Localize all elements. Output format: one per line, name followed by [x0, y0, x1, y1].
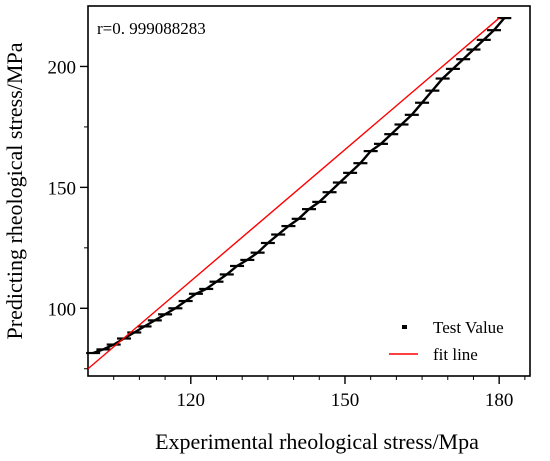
- y-tick-label-150: 150: [48, 178, 77, 199]
- plot-frame: [87, 5, 531, 377]
- legend: Test Value fit line: [389, 318, 504, 364]
- correlation-annotation: r=0. 999088283: [97, 19, 206, 38]
- fit-line: [87, 17, 500, 370]
- y-tick-label-100: 100: [48, 299, 77, 320]
- y-axis-label: Predicting rheological stress/MPa: [2, 42, 27, 339]
- y-axis-ticks: 100 150 200: [48, 57, 88, 370]
- legend-label-test-value: Test Value: [433, 318, 504, 337]
- x-tick-label-150: 150: [331, 390, 360, 411]
- test-value-points: [86, 16, 512, 355]
- test-value-trace: [92, 17, 506, 355]
- x-tick-label-120: 120: [177, 390, 206, 411]
- legend-label-fit-line: fit line: [433, 345, 478, 364]
- x-axis-label: Experimental rheological stress/Mpa: [155, 429, 479, 454]
- x-tick-label-180: 180: [485, 390, 514, 411]
- legend-marker-test-value: [402, 325, 407, 329]
- y-tick-label-200: 200: [48, 57, 77, 78]
- x-axis-ticks: 120 150 180: [113, 376, 526, 411]
